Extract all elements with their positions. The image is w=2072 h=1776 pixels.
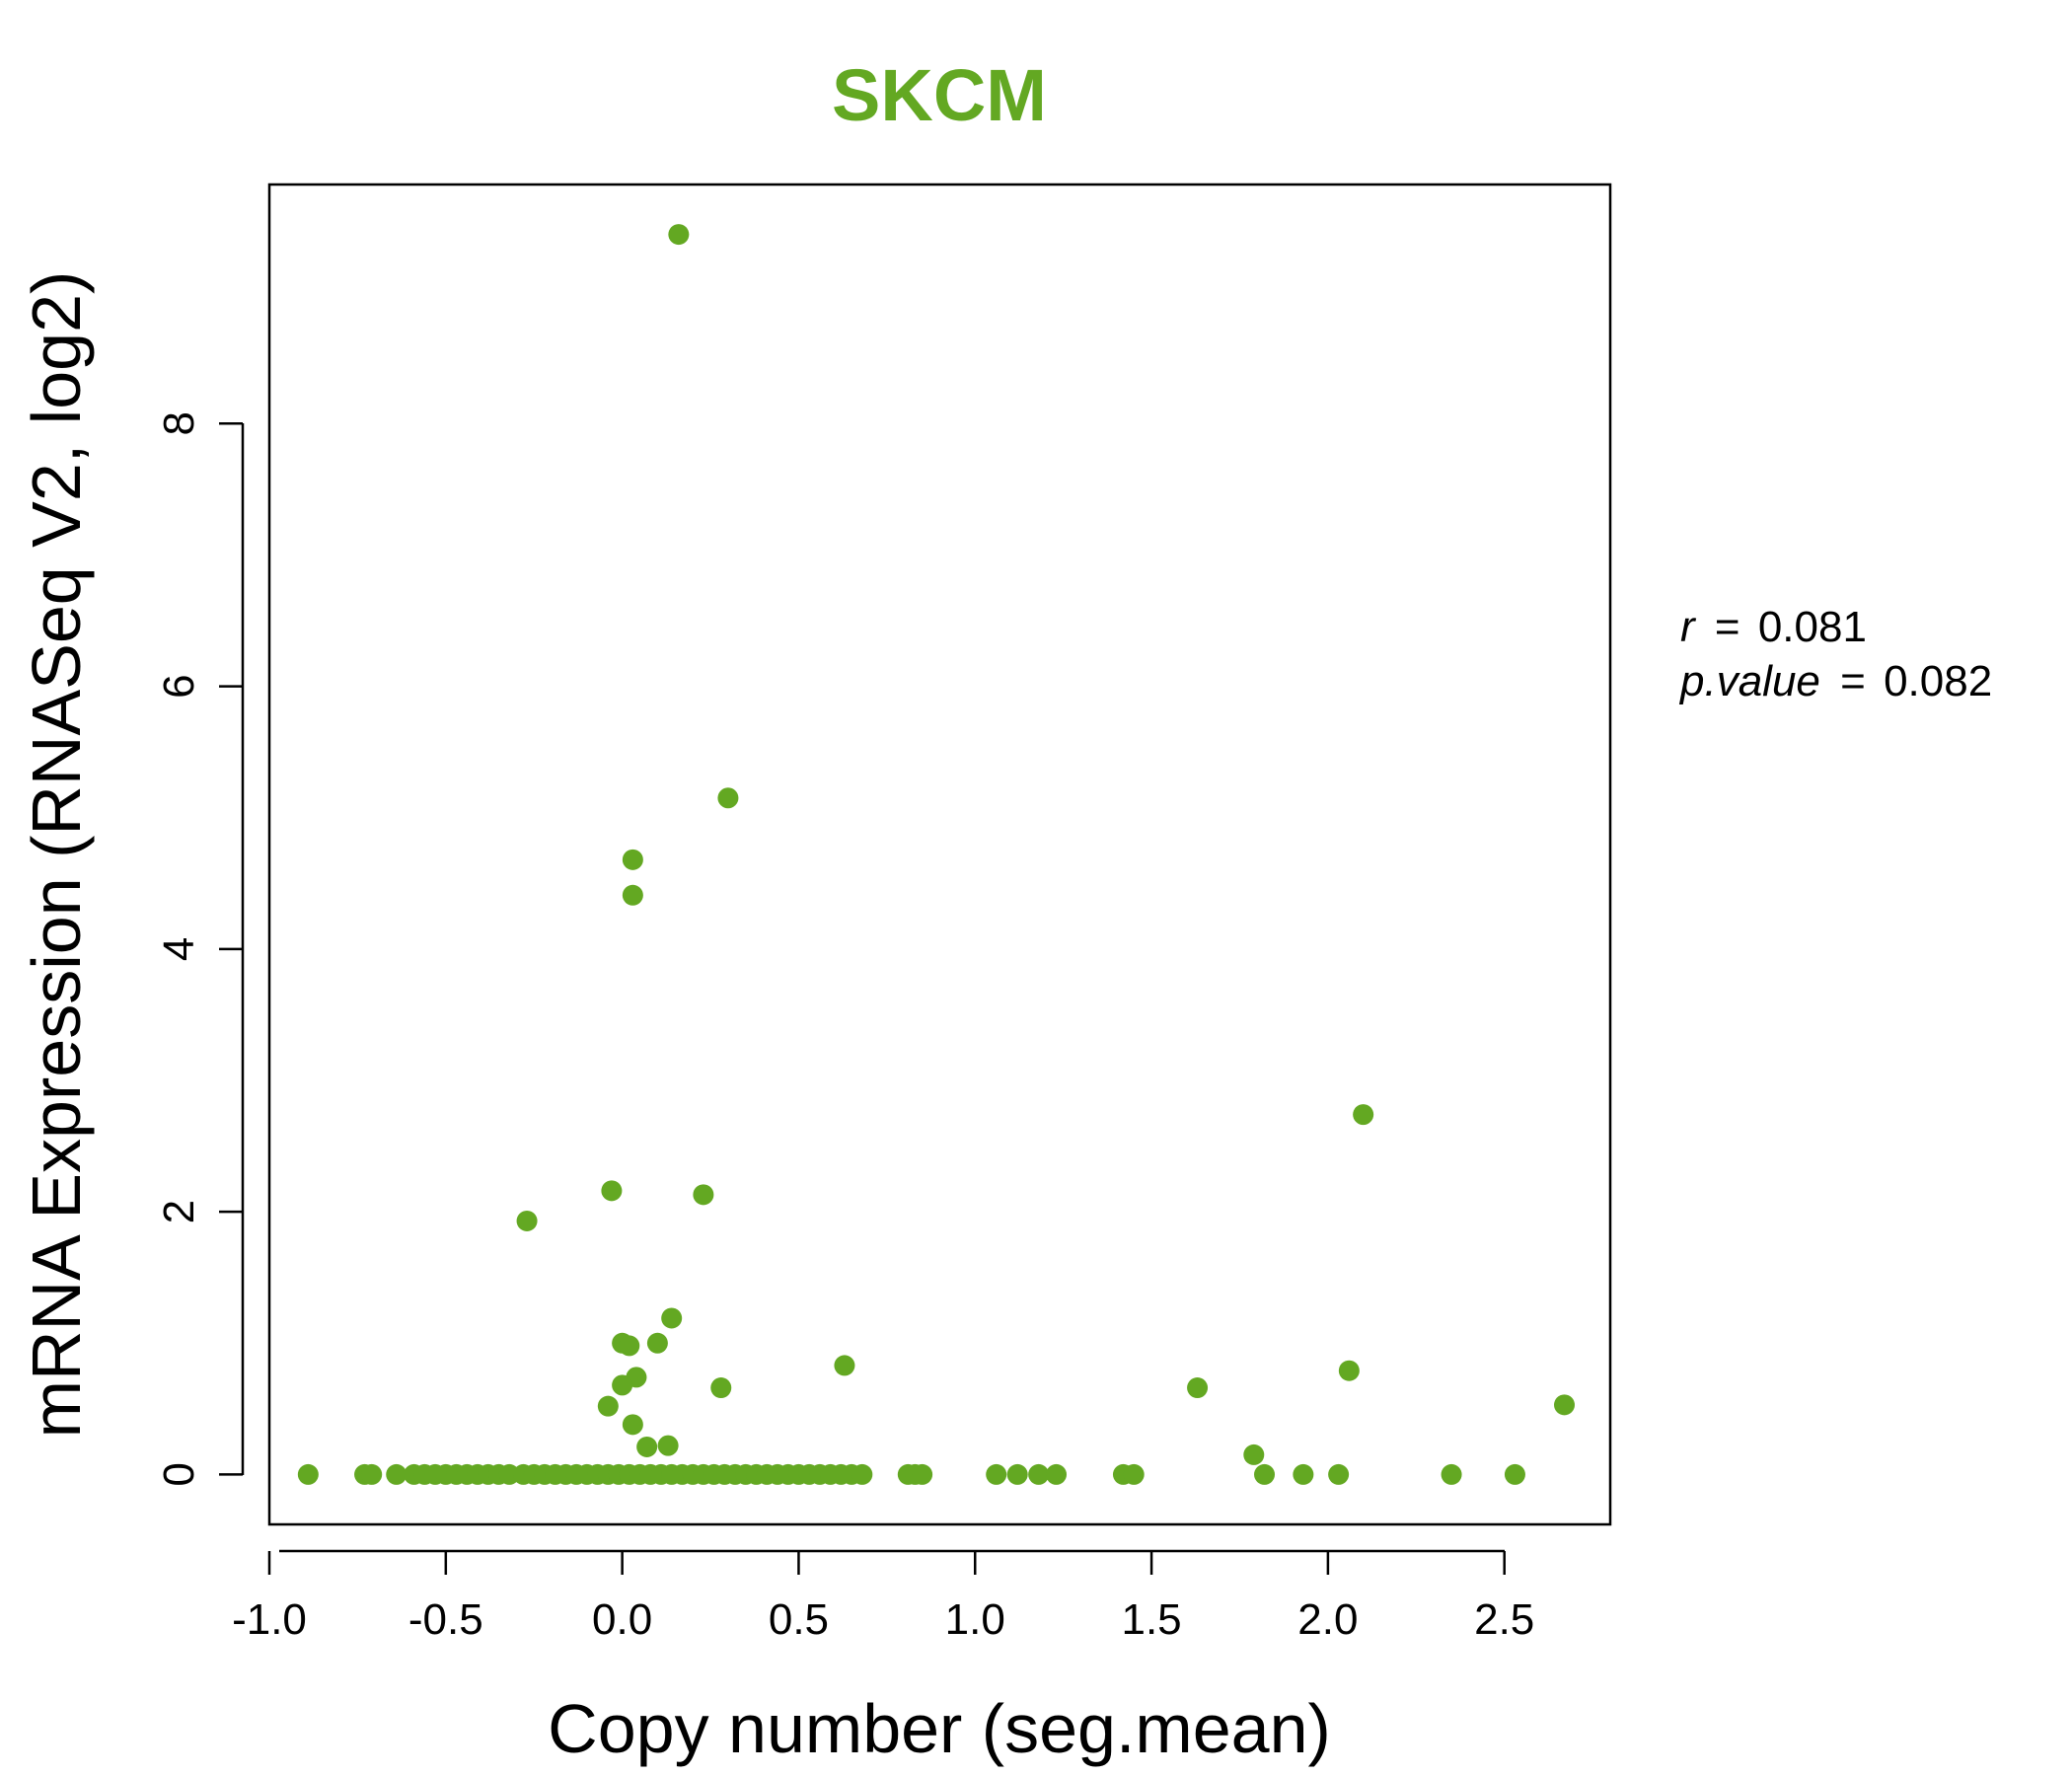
data-point bbox=[612, 1374, 633, 1396]
data-point bbox=[622, 1414, 643, 1436]
data-point bbox=[986, 1463, 1007, 1485]
data-point bbox=[297, 1463, 319, 1485]
data-point bbox=[717, 787, 739, 809]
data-point bbox=[646, 1332, 668, 1354]
x-tick-label: 0.0 bbox=[592, 1595, 652, 1644]
data-point bbox=[834, 1355, 855, 1376]
data-point bbox=[1123, 1463, 1145, 1485]
data-point bbox=[619, 1335, 640, 1357]
x-ticks: -1.0 -0.5 0.0 0.5 1.0 1.5 2.0 2.5 bbox=[232, 1551, 1534, 1644]
data-point bbox=[1293, 1463, 1314, 1485]
y-tick-label: 4 bbox=[155, 937, 203, 961]
data-point bbox=[1254, 1463, 1276, 1485]
stat-p-label: p.value bbox=[1678, 657, 1820, 705]
stat-p: p.value = 0.082 bbox=[1678, 657, 1992, 705]
data-point bbox=[668, 224, 690, 246]
data-point bbox=[1028, 1463, 1050, 1485]
stat-p-value: 0.082 bbox=[1884, 657, 1992, 705]
data-points bbox=[297, 224, 1576, 1485]
data-point bbox=[386, 1463, 407, 1485]
data-point bbox=[661, 1307, 683, 1329]
data-point bbox=[1006, 1463, 1028, 1485]
data-point bbox=[1441, 1463, 1462, 1485]
data-point bbox=[1554, 1394, 1576, 1416]
data-point bbox=[1353, 1104, 1374, 1126]
data-point bbox=[693, 1184, 714, 1206]
plot-frame bbox=[267, 183, 1612, 1526]
y-ticks: 0 2 4 6 8 bbox=[155, 411, 243, 1487]
stat-r: r = 0.081 bbox=[1680, 603, 1867, 651]
data-point bbox=[636, 1436, 658, 1457]
data-point bbox=[597, 1395, 619, 1417]
x-tick-label: 2.0 bbox=[1297, 1595, 1358, 1644]
x-tick-label: 0.5 bbox=[769, 1595, 829, 1644]
y-tick-label: 0 bbox=[155, 1462, 203, 1486]
stat-r-equals: = bbox=[1715, 603, 1740, 651]
data-point bbox=[851, 1463, 873, 1485]
stat-r-value: 0.081 bbox=[1758, 603, 1867, 651]
data-point bbox=[710, 1377, 732, 1399]
data-point bbox=[1328, 1463, 1350, 1485]
x-tick-label: 1.5 bbox=[1121, 1595, 1181, 1644]
stat-p-equals: = bbox=[1840, 657, 1866, 705]
data-point bbox=[1504, 1463, 1525, 1485]
data-point bbox=[1338, 1360, 1360, 1381]
data-point bbox=[1243, 1443, 1265, 1465]
data-point bbox=[361, 1463, 383, 1485]
stat-r-label: r bbox=[1680, 603, 1697, 651]
data-point bbox=[657, 1435, 679, 1456]
x-tick-label: 2.5 bbox=[1474, 1595, 1534, 1644]
x-tick-label: -1.0 bbox=[232, 1595, 307, 1644]
data-point bbox=[601, 1180, 623, 1202]
y-tick-label: 6 bbox=[155, 674, 203, 698]
y-tick-label: 8 bbox=[155, 411, 203, 435]
chart-title: SKCM bbox=[832, 54, 1047, 136]
x-tick-label: -0.5 bbox=[408, 1595, 483, 1644]
data-point bbox=[622, 884, 643, 906]
x-axis-title: Copy number (seg.mean) bbox=[548, 1690, 1331, 1767]
data-point bbox=[1187, 1377, 1209, 1399]
y-tick-label: 2 bbox=[155, 1200, 203, 1223]
data-point bbox=[622, 849, 643, 870]
data-point bbox=[912, 1463, 933, 1485]
data-point bbox=[516, 1210, 538, 1231]
x-tick-label: 1.0 bbox=[945, 1595, 1005, 1644]
data-point bbox=[1046, 1463, 1068, 1485]
y-axis-title: mRNA Expression (RNASeq V2, log2) bbox=[18, 271, 95, 1439]
